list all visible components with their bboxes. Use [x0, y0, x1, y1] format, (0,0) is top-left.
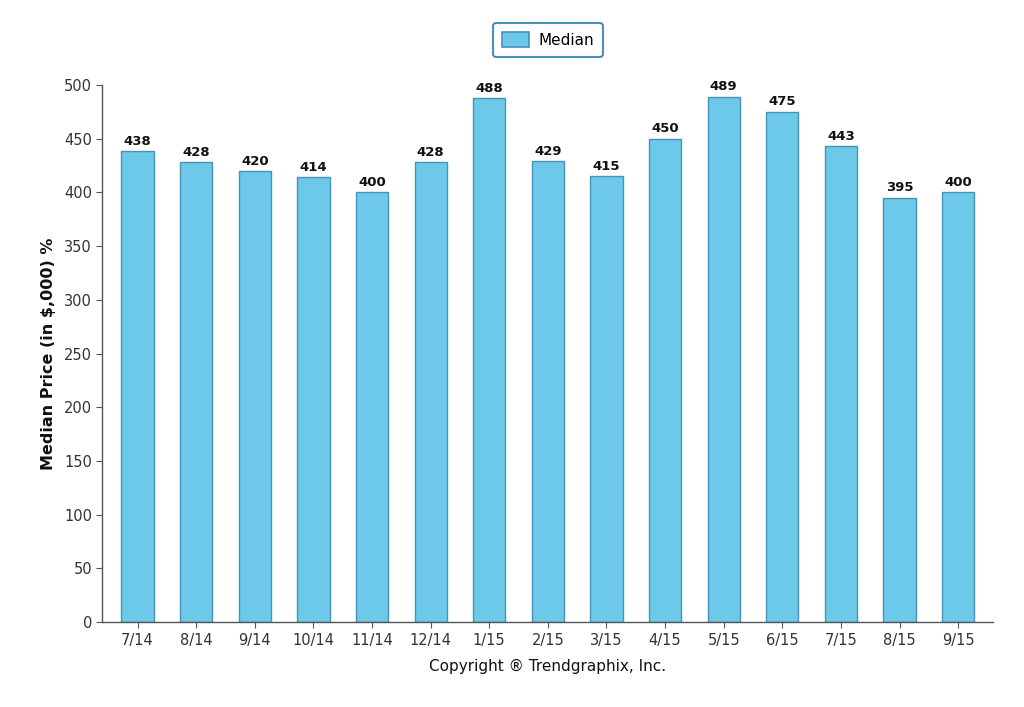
Bar [415, 162, 446, 622]
Text: 428: 428 [417, 146, 444, 159]
Text: 400: 400 [944, 176, 972, 189]
Bar [473, 98, 506, 622]
Bar [239, 171, 271, 622]
Bar [531, 161, 564, 622]
Bar [180, 162, 212, 622]
Bar [649, 139, 681, 622]
Legend: Median: Median [493, 23, 603, 57]
Bar [122, 151, 154, 622]
Text: 428: 428 [182, 146, 210, 159]
Bar [884, 198, 915, 622]
Text: 400: 400 [358, 176, 386, 189]
Text: 415: 415 [593, 160, 621, 173]
Text: 429: 429 [535, 145, 561, 158]
Bar [297, 177, 330, 622]
Text: 450: 450 [651, 122, 679, 135]
Text: 438: 438 [124, 135, 152, 148]
Text: 443: 443 [827, 130, 855, 143]
Bar [708, 97, 739, 622]
Bar [356, 192, 388, 622]
X-axis label: Copyright ® Trendgraphix, Inc.: Copyright ® Trendgraphix, Inc. [429, 659, 667, 674]
Bar [766, 112, 799, 622]
Text: 420: 420 [241, 155, 268, 168]
Text: 475: 475 [769, 95, 796, 108]
Y-axis label: Median Price (in $,000) %: Median Price (in $,000) % [41, 238, 55, 469]
Bar [824, 146, 857, 622]
Bar [590, 176, 623, 622]
Text: 489: 489 [710, 81, 737, 93]
Text: 395: 395 [886, 182, 913, 194]
Text: 414: 414 [300, 161, 328, 174]
Bar [942, 192, 974, 622]
Text: 488: 488 [475, 81, 503, 95]
